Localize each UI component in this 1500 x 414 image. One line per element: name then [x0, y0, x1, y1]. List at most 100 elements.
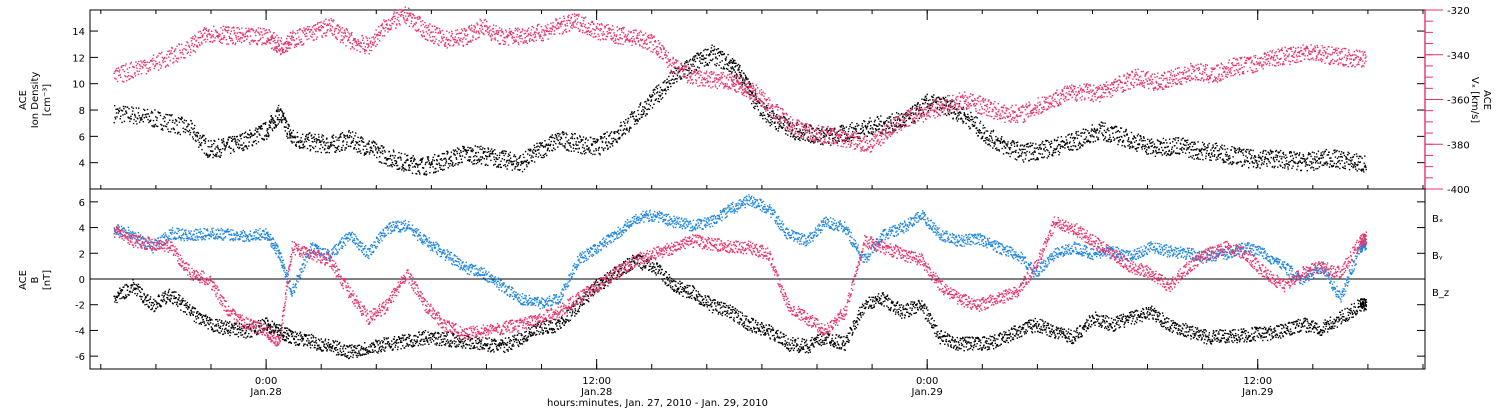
- velocity-series-point: [286, 48, 287, 49]
- velocity-series-point: [381, 25, 382, 26]
- velocity-series-point: [389, 24, 390, 25]
- density-series-point: [964, 112, 965, 113]
- density-series-point: [631, 111, 632, 112]
- density-series-point: [547, 150, 548, 151]
- density-series-point: [1358, 158, 1359, 159]
- density-series-point: [149, 116, 150, 117]
- density-series-point: [1051, 143, 1052, 144]
- velocity-series-point: [139, 68, 140, 69]
- density-series-point: [480, 156, 481, 157]
- density-series-point: [161, 125, 162, 126]
- density-series-point: [640, 104, 641, 105]
- density-series-point: [273, 123, 274, 124]
- density-series-point: [689, 68, 690, 69]
- velocity-series-point: [364, 53, 365, 54]
- density-series-point: [667, 81, 668, 82]
- velocity-series-point: [306, 33, 307, 34]
- velocity-series-point: [114, 71, 115, 72]
- density-series-point: [1049, 152, 1050, 153]
- density-series-point: [1135, 137, 1136, 138]
- density-series-point: [270, 122, 271, 123]
- density-series-point: [610, 133, 611, 134]
- density-series-point: [118, 112, 119, 113]
- velocity-series-point: [413, 25, 414, 26]
- density-series-point: [638, 106, 639, 107]
- density-series-point: [278, 111, 279, 112]
- velocity-series-point: [549, 33, 550, 34]
- velocity-series-point: [450, 40, 451, 41]
- density-series-point: [1136, 148, 1137, 149]
- density-series-point: [1272, 151, 1273, 152]
- density-series-point: [1307, 158, 1308, 159]
- velocity-series-point: [536, 40, 537, 41]
- density-series-point: [526, 166, 527, 167]
- velocity-series-point: [413, 14, 414, 15]
- density-series-point: [1007, 143, 1008, 144]
- velocity-series-point: [570, 26, 571, 27]
- density-series-point: [712, 59, 713, 60]
- density-series-point: [554, 138, 555, 139]
- density-series-point: [371, 148, 372, 149]
- density-series-point: [722, 51, 723, 52]
- density-series-point: [207, 155, 208, 156]
- velocity-series-point: [297, 32, 298, 33]
- density-series-point: [867, 126, 868, 127]
- velocity-series-point: [199, 45, 200, 46]
- density-series-point: [861, 132, 862, 133]
- velocity-series-point: [409, 14, 410, 15]
- density-series-point: [905, 112, 906, 113]
- velocity-series-point: [527, 30, 528, 31]
- density-series-point: [844, 128, 845, 129]
- density-series-point: [1319, 163, 1320, 164]
- velocity-series-point: [371, 37, 372, 38]
- density-series-point: [337, 149, 338, 150]
- density-series-point: [1002, 142, 1003, 143]
- density-series-point: [314, 141, 315, 142]
- density-series-point: [793, 136, 794, 137]
- velocity-series-point: [138, 61, 139, 62]
- velocity-series-point: [228, 30, 229, 31]
- velocity-series-point: [291, 37, 292, 38]
- density-series-point: [1000, 142, 1001, 143]
- density-series-point: [892, 128, 893, 129]
- density-series-point: [1231, 149, 1232, 150]
- density-series-point: [667, 89, 668, 90]
- density-series-point: [1211, 160, 1212, 161]
- velocity-series-point: [250, 35, 251, 36]
- density-series-point: [201, 149, 202, 150]
- density-series-point: [1206, 153, 1207, 154]
- density-series-point: [304, 141, 305, 142]
- velocity-series-point: [464, 33, 465, 34]
- velocity-series-point: [198, 42, 199, 43]
- density-series-point: [747, 78, 748, 79]
- density-series-point: [203, 135, 204, 136]
- velocity-series-point: [356, 42, 357, 43]
- density-series-point: [797, 136, 798, 137]
- density-series-point: [614, 133, 615, 134]
- velocity-series-point: [191, 45, 192, 46]
- density-series-point: [297, 136, 298, 137]
- density-series-point: [131, 118, 132, 119]
- velocity-series-point: [147, 62, 148, 63]
- density-series-point: [1168, 154, 1169, 155]
- density-series-point: [1149, 147, 1150, 148]
- density-series-point: [194, 128, 195, 129]
- density-series-point: [843, 126, 844, 127]
- density-series-point: [577, 138, 578, 139]
- velocity-series-point: [417, 17, 418, 18]
- density-series-point: [1148, 153, 1149, 154]
- density-series-point: [1163, 138, 1164, 139]
- velocity-series-point: [236, 37, 237, 38]
- density-series-point: [1366, 169, 1367, 170]
- density-series-point: [830, 145, 831, 146]
- density-series-point: [843, 130, 844, 131]
- density-series-point: [619, 137, 620, 138]
- velocity-series-point: [211, 31, 212, 32]
- density-series-point: [927, 103, 928, 104]
- density-series-point: [1109, 139, 1110, 140]
- density-series-point: [260, 128, 261, 129]
- density-series-point: [378, 147, 379, 148]
- velocity-series-point: [569, 30, 570, 31]
- density-series-point: [964, 115, 965, 116]
- velocity-series-point: [237, 41, 238, 42]
